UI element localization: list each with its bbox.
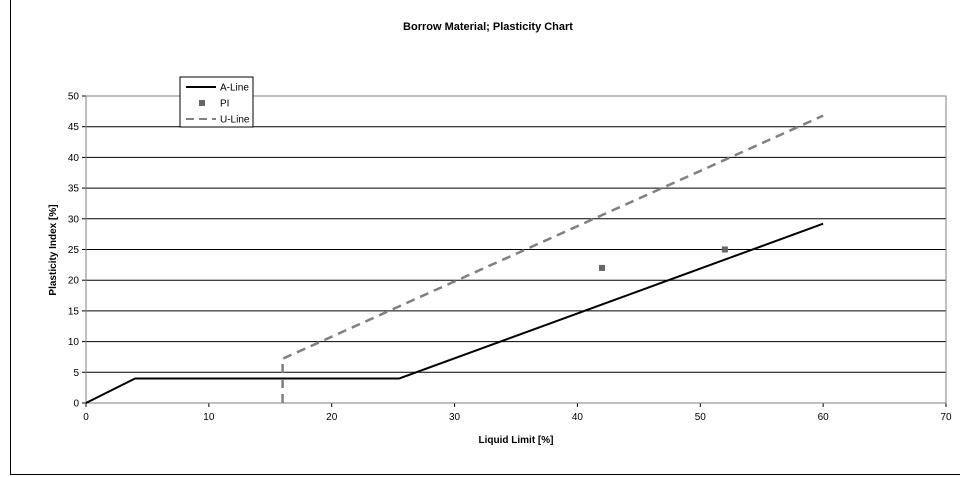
legend-label-u-line: U-Line <box>220 115 250 126</box>
ytick-label-25: 25 <box>68 245 80 256</box>
y-tick-labels: 0 5 10 15 20 25 30 35 40 45 50 <box>68 92 80 410</box>
ytick-label-0: 0 <box>73 399 79 410</box>
ytick-label-45: 45 <box>68 122 80 133</box>
ytick-label-15: 15 <box>68 306 80 317</box>
u-line-series-line <box>281 114 824 403</box>
grid-lines <box>82 95 947 407</box>
xtick-label-10: 10 <box>203 412 215 423</box>
a-line-series-line <box>85 222 824 404</box>
pi-point-1 <box>721 246 728 253</box>
legend-label-a-line: A-Line <box>220 83 249 94</box>
ytick-label-30: 30 <box>68 214 80 225</box>
series-layer <box>85 114 824 404</box>
ytick-label-20: 20 <box>68 276 80 287</box>
ytick-label-5: 5 <box>73 368 79 379</box>
x-tick-labels: 0 10 20 30 40 50 60 70 <box>83 412 952 423</box>
y-axis-label: Plasticity Index [%] <box>48 204 59 295</box>
ytick-label-40: 40 <box>68 153 80 164</box>
chart-title: Borrow Material; Plasticity Chart <box>403 21 573 33</box>
ytick-label-35: 35 <box>68 184 80 195</box>
plot-area <box>85 95 947 404</box>
ytick-label-10: 10 <box>68 337 80 348</box>
xtick-label-50: 50 <box>695 412 707 423</box>
ytick-label-50: 50 <box>68 92 80 103</box>
pi-point-0 <box>599 264 605 271</box>
legend-label-pi: PI <box>220 99 229 110</box>
xtick-label-30: 30 <box>449 412 461 423</box>
xtick-label-70: 70 <box>940 412 952 423</box>
xtick-label-0: 0 <box>83 412 89 423</box>
x-axis-label: Liquid Limit [%] <box>479 435 554 446</box>
legend-swatch-pi <box>199 100 205 106</box>
xtick-label-20: 20 <box>326 412 338 423</box>
xtick-label-40: 40 <box>572 412 584 423</box>
legend: A-Line PI U-Line <box>179 76 254 128</box>
chart-frame <box>10 0 960 475</box>
xtick-label-60: 60 <box>818 412 830 423</box>
